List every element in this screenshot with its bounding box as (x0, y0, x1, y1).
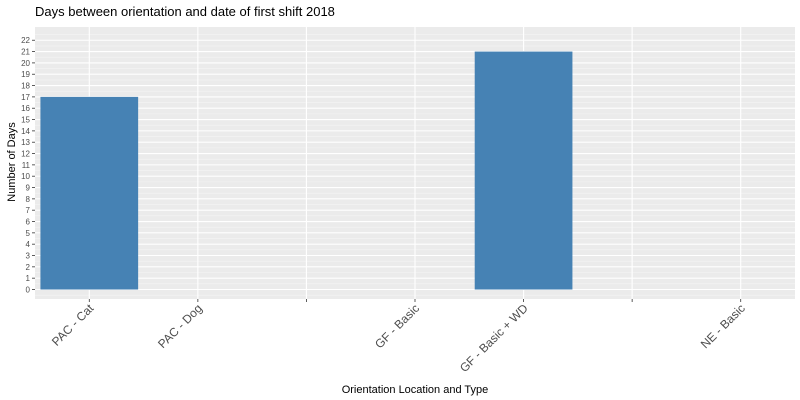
y-tick-label: 9 (26, 184, 31, 193)
y-tick-label: 19 (21, 70, 30, 79)
y-tick-label: 1 (26, 274, 31, 283)
bar (40, 96, 139, 290)
y-tick-label: 18 (21, 82, 30, 91)
y-tick-label: 3 (26, 252, 31, 261)
major-gridlines (35, 27, 795, 299)
y-tick-label: 0 (26, 286, 31, 295)
x-tick-label: PAC - Dog (155, 301, 205, 351)
y-tick-label: 15 (21, 116, 30, 125)
bar (474, 51, 573, 290)
y-tick-label: 20 (21, 59, 30, 68)
bars (40, 51, 573, 290)
y-tick-label: 6 (26, 218, 31, 227)
x-tick-label: PAC - Cat (49, 301, 97, 349)
y-axis-label: Number of Days (6, 122, 18, 202)
y-tick-label: 5 (26, 229, 31, 238)
x-axis-label: Orientation Location and Type (342, 384, 489, 396)
y-tick-label: 7 (26, 206, 31, 215)
y-tick-label: 2 (26, 263, 31, 272)
x-tick-label: GF - Basic + WD (457, 301, 531, 375)
y-tick-label: 21 (21, 48, 30, 57)
y-tick-label: 22 (21, 36, 30, 45)
y-tick-label: 16 (21, 104, 30, 113)
x-tick-label: NE - Basic (698, 301, 748, 351)
y-tick-label: 4 (26, 240, 31, 249)
y-tick-label: 14 (21, 127, 30, 136)
x-axis: PAC - Cat PAC - Dog GF - Basic GF - Basic +… (49, 299, 748, 375)
x-tick-label: GF - Basic (372, 301, 422, 351)
y-tick-label: 11 (22, 161, 31, 170)
y-tick-label: 8 (26, 195, 31, 204)
y-tick-label: 10 (21, 172, 30, 181)
y-tick-label: 17 (21, 93, 30, 102)
chart-title: Days between orientation and date of fir… (35, 4, 335, 19)
y-tick-label: 13 (21, 138, 30, 147)
y-tick-label: 12 (21, 150, 30, 159)
